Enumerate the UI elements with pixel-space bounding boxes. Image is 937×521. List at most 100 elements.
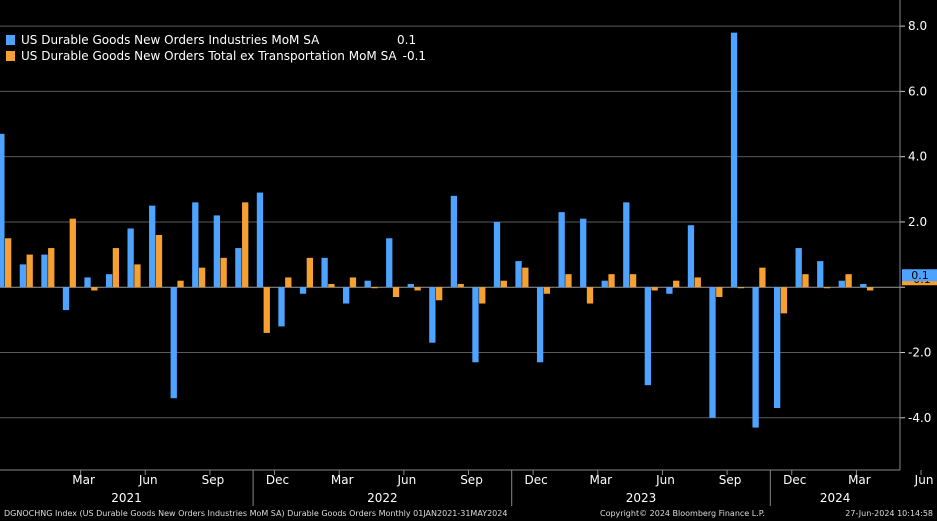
bar-industries (730, 32, 738, 288)
bar-ex-transport (198, 267, 206, 288)
legend-swatch-blue (6, 35, 15, 45)
bar-industries (429, 287, 436, 343)
year-label: 2024 (820, 491, 851, 505)
y-tick-label: -2.0 (908, 346, 931, 360)
x-tick-label: Mar (72, 473, 95, 487)
y-tick-label: 8.0 (908, 19, 927, 33)
bar-industries (62, 287, 70, 311)
bar-industries (192, 202, 199, 288)
bar-ex-transport (586, 287, 594, 304)
bar-industries (0, 133, 5, 288)
bar-industries (601, 280, 608, 288)
x-tick-label: Sep (460, 473, 483, 487)
bar-ex-transport (306, 257, 313, 288)
bar-ex-transport (673, 280, 680, 288)
bar-industries (817, 261, 824, 288)
bar-ex-transport (479, 287, 486, 304)
bar-ex-transport (802, 274, 809, 288)
bar-industries (450, 195, 458, 288)
year-label: 2021 (111, 491, 142, 505)
bar-industries (256, 192, 264, 288)
bar-industries (666, 287, 673, 294)
bar-ex-transport (543, 287, 551, 294)
bar-ex-transport (328, 283, 335, 288)
bar-industries (644, 287, 651, 386)
footer-copyright: Copyright© 2024 Bloomberg Finance L.P. (600, 509, 765, 518)
bar-industries (580, 218, 587, 288)
x-tick-label: Dec (266, 473, 289, 487)
x-tick-label: Mar (589, 473, 612, 487)
bar-industries (687, 225, 695, 288)
last-value-marker-industries (902, 269, 937, 282)
bar-industries (84, 277, 91, 288)
bar-industries (386, 238, 393, 288)
legend-swatch-orange (6, 51, 15, 61)
bar-ex-transport (565, 274, 572, 288)
bar-ex-transport (694, 277, 701, 288)
footer-timestamp: 27-Jun-2024 10:14:58 (845, 509, 933, 518)
last-value-label-industries: 0.1 (911, 269, 929, 282)
bar-ex-transport (522, 267, 529, 288)
legend-row-ex-transport: US Durable Goods New Orders Total ex Tra… (6, 48, 426, 64)
bar-industries (343, 287, 350, 304)
bar-industries (127, 228, 134, 288)
bar-ex-transport (242, 202, 249, 288)
bar-industries (515, 261, 522, 288)
y-tick-label: 2.0 (908, 215, 927, 229)
x-tick-label: Jun (138, 473, 158, 487)
bar-ex-transport (177, 280, 184, 288)
bar-industries (41, 254, 48, 288)
legend-row-industries: US Durable Goods New Orders Industries M… (6, 32, 426, 48)
bar-industries (407, 283, 414, 288)
bar-ex-transport (737, 287, 744, 289)
bar-ex-transport (349, 277, 357, 288)
bar-ex-transport (823, 287, 831, 289)
bar-ex-transport (436, 287, 443, 301)
bar-industries (623, 202, 630, 288)
bar-ex-transport (759, 267, 766, 288)
bar-ex-transport (155, 235, 163, 288)
x-tick-label: Mar (848, 473, 871, 487)
x-tick-label: Dec (525, 473, 548, 487)
x-tick-label: Jun (396, 473, 416, 487)
x-tick-label: Sep (719, 473, 742, 487)
bar-ex-transport (500, 280, 507, 288)
x-tick-label: Mar (331, 473, 354, 487)
legend-label-ex-transport: US Durable Goods New Orders Total ex Tra… (21, 49, 397, 63)
year-label: 2022 (367, 491, 398, 505)
bar-industries (795, 248, 802, 288)
y-tick-label: 4.0 (908, 150, 927, 164)
bar-ex-transport (867, 287, 874, 291)
legend: US Durable Goods New Orders Industries M… (6, 32, 426, 64)
bar-ex-transport (608, 274, 615, 288)
bar-ex-transport (651, 287, 658, 291)
bar-industries (860, 283, 867, 288)
bar-industries (536, 287, 544, 363)
bar-ex-transport (48, 248, 55, 288)
bar-industries (493, 221, 501, 288)
bar-industries (19, 264, 27, 288)
bar-industries (213, 215, 220, 288)
legend-label-industries: US Durable Goods New Orders Industries M… (21, 33, 320, 47)
bar-industries (752, 287, 759, 428)
bar-ex-transport (285, 277, 292, 288)
bar-industries (235, 248, 242, 288)
bar-industries (558, 212, 565, 288)
bar-industries (105, 274, 113, 288)
bar-industries (278, 287, 285, 327)
x-tick-label: Jun (914, 473, 934, 487)
bar-ex-transport (780, 287, 788, 314)
bar-industries (709, 287, 716, 418)
y-tick-label: 6.0 (908, 84, 927, 98)
plot-area (0, 0, 900, 470)
legend-value-industries: 0.1 (397, 33, 417, 47)
bar-ex-transport (457, 283, 464, 288)
footer: DGNOCHNG Index (US Durable Goods New Ord… (0, 507, 937, 521)
bar-industries (364, 280, 371, 288)
bar-industries (149, 205, 156, 288)
bar-industries (299, 287, 307, 294)
legend-value-ex-transport: -0.1 (402, 49, 427, 63)
bar-ex-transport (134, 264, 141, 288)
bar-industries (838, 280, 845, 288)
